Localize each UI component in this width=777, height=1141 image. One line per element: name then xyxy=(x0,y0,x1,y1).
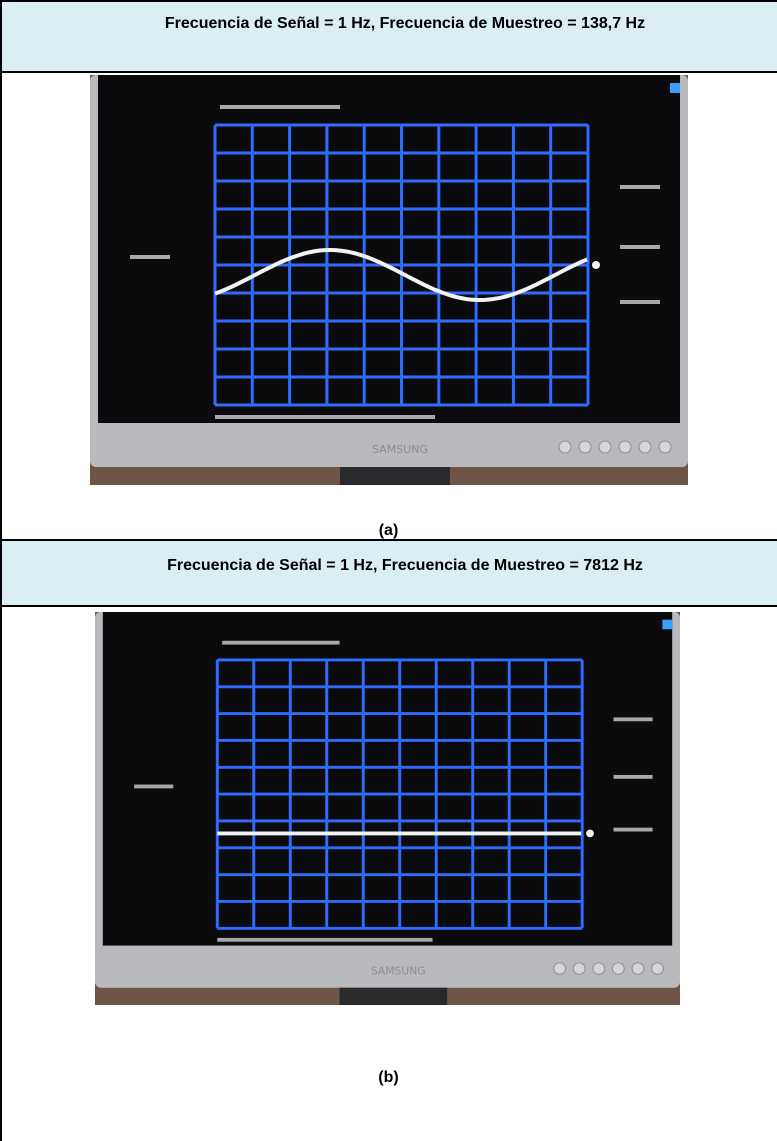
border xyxy=(0,605,777,607)
border xyxy=(0,0,2,1141)
bezel-button xyxy=(573,963,585,975)
blurred-label xyxy=(613,775,652,779)
trigger-dot xyxy=(586,830,594,838)
brand: SAMSUNG xyxy=(371,964,426,977)
bezel-button xyxy=(579,441,591,453)
bezel-button xyxy=(593,963,605,975)
blurred-label xyxy=(215,415,435,419)
power-badge xyxy=(662,620,672,630)
screen xyxy=(98,75,680,423)
blurred-label xyxy=(613,828,652,832)
bezel-button xyxy=(652,963,664,975)
oscilloscope-photo: SAMSUNG xyxy=(90,75,688,485)
blurred-label xyxy=(620,185,660,189)
bezel-button xyxy=(659,441,671,453)
bezel-button xyxy=(599,441,611,453)
stand xyxy=(340,988,448,1005)
blurred-label xyxy=(620,245,660,249)
stand xyxy=(340,467,450,485)
row-title: Frecuencia de Señal = 1 Hz, Frecuencia d… xyxy=(0,15,777,33)
bezel-button xyxy=(554,963,566,975)
bezel-button xyxy=(639,441,651,453)
trigger-dot xyxy=(592,261,600,269)
header-row: Frecuencia de Señal = 1 Hz, Frecuencia d… xyxy=(0,0,777,72)
caption: (b) xyxy=(0,1069,777,1087)
power-badge xyxy=(670,83,680,93)
brand: SAMSUNG xyxy=(372,443,428,456)
blurred-label xyxy=(222,641,339,645)
blurred-label xyxy=(134,785,173,789)
blurred-label xyxy=(220,105,340,109)
blurred-label xyxy=(620,300,660,304)
border xyxy=(0,539,777,541)
bezel-button xyxy=(632,963,644,975)
blurred-label xyxy=(130,255,170,259)
bezel-button xyxy=(619,441,631,453)
bezel-button xyxy=(559,441,571,453)
row-title: Frecuencia de Señal = 1 Hz, Frecuencia d… xyxy=(0,557,777,575)
screen xyxy=(103,612,672,946)
caption: (a) xyxy=(0,522,777,540)
bezel-button xyxy=(613,963,625,975)
blurred-label xyxy=(613,717,652,721)
page: {"rows": [ {"title": "Frecuencia de Seña… xyxy=(0,0,777,1141)
oscilloscope-photo: SAMSUNG xyxy=(95,612,680,1005)
border xyxy=(0,71,777,73)
header-row: Frecuencia de Señal = 1 Hz, Frecuencia d… xyxy=(0,540,777,606)
border xyxy=(0,0,777,2)
blurred-label xyxy=(217,938,432,942)
